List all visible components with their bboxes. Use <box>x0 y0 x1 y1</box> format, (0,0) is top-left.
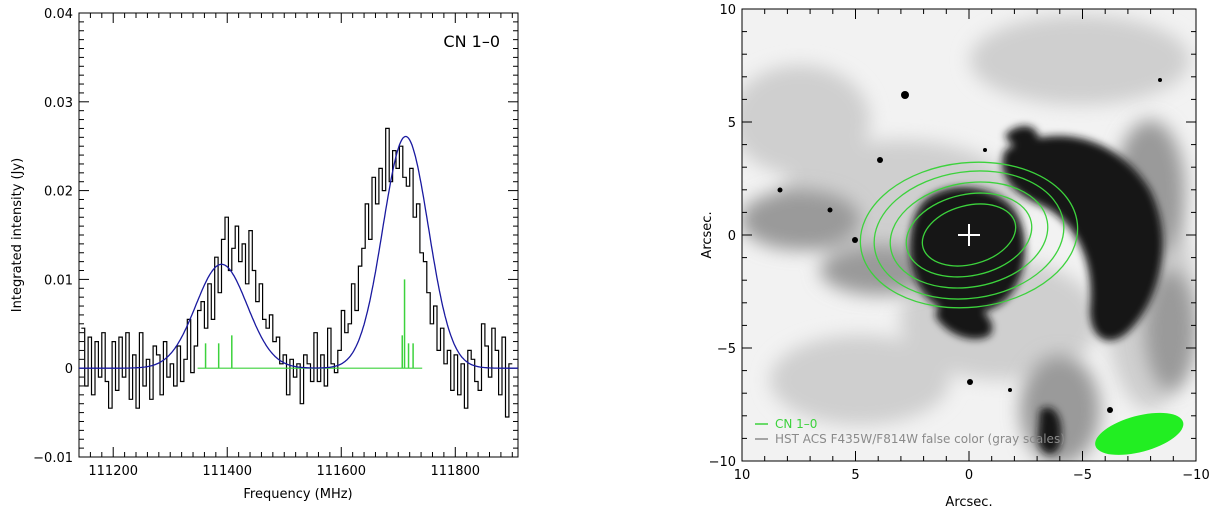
image-y-axis-label: Arcsec. <box>700 211 715 258</box>
spectrum-panel: 111200 111400 111600 111800 −0.01 0 0.01 0.02 0… <box>10 7 519 502</box>
spectrum-y-tick-label: 0.03 <box>44 96 73 111</box>
image-y-tick-label: −10 <box>709 455 736 470</box>
spectrum-y-axis-label: Integrated intensity (Jy) <box>10 158 25 312</box>
cn-contour-level <box>921 203 1017 267</box>
spectrum-y-tick-label: −0.01 <box>33 451 73 466</box>
image-x-axis-label: Arcsec. <box>945 495 992 510</box>
spectrum-plot-frame <box>78 12 519 458</box>
spectrum-histogram-line <box>81 127 513 418</box>
image-y-tick-label: 5 <box>728 116 736 131</box>
beam-ellipse <box>1095 412 1184 455</box>
spectrum-x-tick-label: 111200 <box>88 464 138 479</box>
legend-label-cn: CN 1–0 <box>775 417 817 431</box>
hst-grayscale-image <box>742 9 1196 461</box>
cn-contour-level <box>889 181 1049 289</box>
cn-contour-level <box>859 161 1079 309</box>
image-x-tick-label: 5 <box>851 468 859 483</box>
image-y-tick-label: −5 <box>717 342 736 357</box>
cn-contours <box>859 161 1079 309</box>
image-x-tick-label: 0 <box>965 468 973 483</box>
spectrum-y-tick-label: 0.01 <box>44 273 73 288</box>
legend-label-hst: HST ACS F435W/F814W false color (gray sc… <box>775 432 1065 446</box>
cn-contour-level <box>873 170 1065 300</box>
image-y-tick-label: 0 <box>728 229 736 244</box>
image-x-tick-label: −5 <box>1073 468 1092 483</box>
gaussian-fit-line <box>79 135 518 369</box>
image-axis-ticks <box>741 8 1197 462</box>
spectrum-x-tick-label: 111600 <box>316 464 366 479</box>
spectrum-y-tick-label: 0.02 <box>44 185 73 200</box>
spectrum-y-tick-label: 0 <box>65 362 73 377</box>
spectrum-x-axis-label: Frequency (MHz) <box>243 487 352 502</box>
spectrum-y-tick-label: 0.04 <box>44 7 73 22</box>
image-y-tick-labels: −10 −5 0 5 10 <box>709 3 736 470</box>
spectrum-x-tick-labels: 111200 111400 111600 111800 <box>88 464 480 479</box>
spectrum-y-tick-labels: −0.01 0 0.01 0.02 0.03 0.04 <box>33 7 73 466</box>
nucleus-cross-marker <box>958 224 980 246</box>
image-legend: CN 1–0 HST ACS F435W/F814W false color (… <box>755 417 1065 446</box>
cn-contour-level <box>905 192 1033 278</box>
spectrum-series <box>79 127 518 418</box>
spectrum-x-tick-label: 111800 <box>430 464 480 479</box>
image-x-tick-label: 10 <box>734 468 751 483</box>
beam-ellipse-shape <box>1095 412 1184 455</box>
image-panel: 10 5 0 −5 −10 −10 −5 0 5 10 CN 1–0 HST ACS F435W… <box>700 3 1210 510</box>
spectrum-x-tick-label: 111400 <box>202 464 252 479</box>
image-x-tick-labels: 10 5 0 −5 −10 <box>734 468 1210 483</box>
image-y-tick-label: 10 <box>719 3 736 18</box>
image-x-tick-label: −10 <box>1182 468 1209 483</box>
spectrum-title: CN 1–0 <box>443 32 500 51</box>
